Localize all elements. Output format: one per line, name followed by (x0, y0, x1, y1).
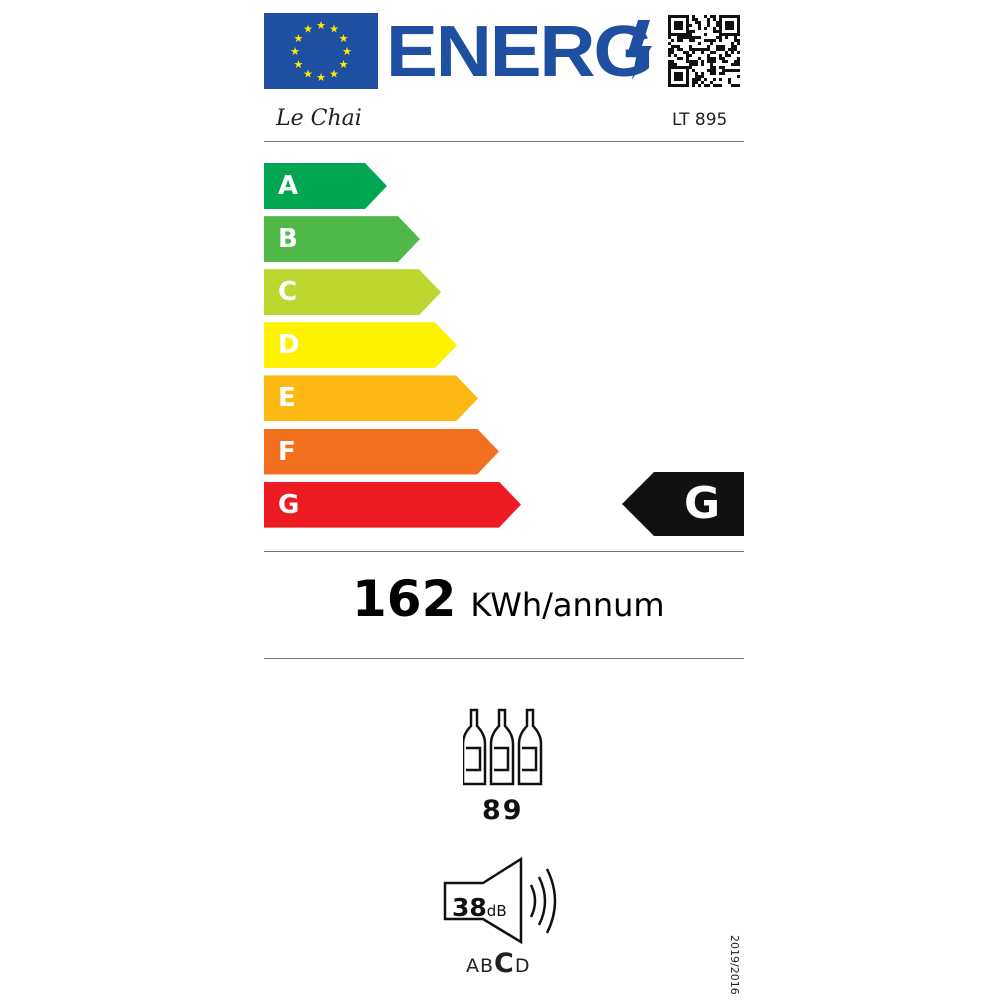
energy-class-bar-c: C (264, 269, 441, 316)
qr-code-icon (668, 15, 740, 87)
brand-name: Le Chai (276, 106, 362, 131)
noise-class: ABCD (466, 948, 531, 979)
energy-class-bar-d: D (264, 322, 457, 369)
divider (264, 551, 744, 552)
star-icon: ★ (316, 19, 326, 32)
consumption-value: 162 (352, 570, 457, 628)
star-icon: ★ (294, 58, 304, 71)
divider (264, 658, 744, 659)
noise-value: 38 (452, 893, 487, 922)
noise-class-d: D (514, 955, 531, 977)
wine-bottles-icon (463, 708, 543, 786)
star-icon: ★ (303, 68, 313, 81)
noise-class-c: C (494, 948, 515, 979)
energy-class-bar-e: E (264, 375, 478, 422)
model-number: LT 895 (672, 110, 728, 130)
rating-label: G (684, 478, 721, 529)
star-icon: ★ (316, 71, 326, 84)
star-icon: ★ (342, 45, 352, 58)
energy-class-label: A (278, 171, 299, 201)
star-icon: ★ (339, 58, 349, 71)
eu-flag-icon: ★ ★ ★ ★ ★ ★ ★ ★ ★ ★ ★ ★ (264, 13, 378, 89)
energy-class-label: E (278, 383, 296, 414)
speaker-icon (443, 856, 557, 945)
energy-class-bar-f: F (264, 428, 499, 475)
star-icon: ★ (303, 22, 313, 35)
energy-class-label: D (278, 330, 300, 361)
regulation-number: 2019/2016 (728, 935, 741, 995)
energy-class-bar-b: B (264, 216, 420, 263)
energy-title: ENERG (386, 12, 654, 92)
star-icon: ★ (294, 32, 304, 45)
star-icon: ★ (329, 68, 339, 81)
energy-consumption: 162 KWh/annum (352, 570, 665, 628)
energy-class-bar-g: G (264, 481, 521, 528)
energy-class-label: G (278, 489, 300, 520)
lightning-icon (628, 20, 652, 80)
energy-class-label: F (278, 436, 296, 467)
star-icon: ★ (339, 32, 349, 45)
noise-level: 38dB (452, 893, 507, 922)
star-icon: ★ (329, 22, 339, 35)
noise-class-b: B (480, 955, 495, 977)
bottle-capacity: 89 (482, 795, 524, 826)
rating-indicator: G (622, 472, 744, 536)
energy-class-label: B (278, 224, 298, 255)
energy-class-label: C (278, 277, 298, 308)
noise-unit: dB (486, 902, 507, 920)
divider (264, 141, 744, 142)
noise-class-a: A (466, 955, 480, 977)
energy-class-bar-a: A (264, 163, 387, 209)
consumption-unit: KWh/annum (470, 586, 665, 624)
star-icon: ★ (290, 45, 300, 58)
